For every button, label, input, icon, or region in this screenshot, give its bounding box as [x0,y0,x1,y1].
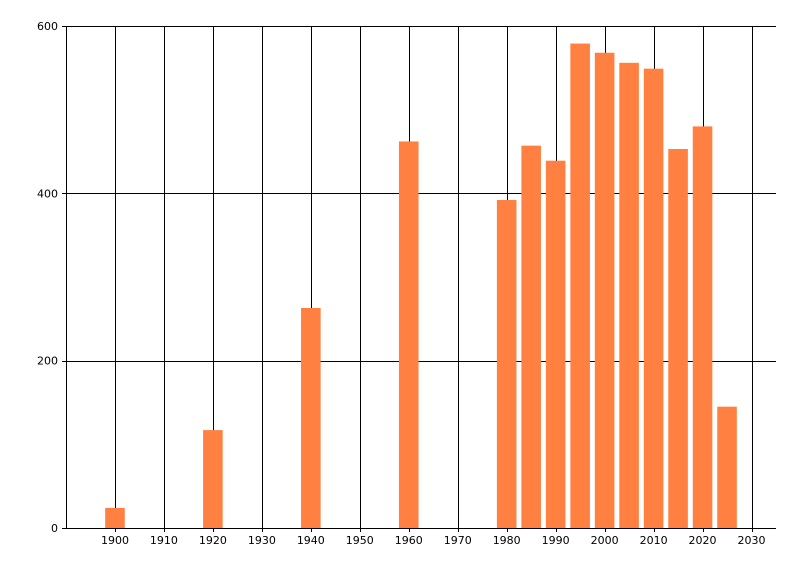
bar-2020 [692,126,713,529]
bar-1980 [496,200,517,528]
tick-labels-layer: 1900 1910 1920 1930 1940 1950 1960 1970 1980 1990… [37,20,766,547]
bar-1990 [545,160,566,528]
x-tick-label-1980: 1980 [493,534,521,547]
bar-1985 [521,145,541,529]
x-tick-label-1920: 1920 [199,534,227,547]
bar-2025 [717,406,737,528]
bar-1900 [105,507,125,528]
axis-layer [66,26,776,529]
bar-1920 [203,430,223,528]
x-tick-label-1930: 1930 [248,534,276,547]
x-tick-label-1950: 1950 [346,534,374,547]
bar-2000 [594,52,615,528]
bar-2010 [643,68,664,529]
x-tick-label-2030: 2030 [738,534,766,547]
bar-1940 [301,307,321,528]
x-tick-label-1970: 1970 [444,534,472,547]
y-tick-label-0: 0 [51,522,58,535]
bar-2015 [668,148,688,529]
bars-layer [105,43,737,529]
y-tick-label-200: 200 [37,355,58,368]
x-tick-label-2000: 2000 [591,534,619,547]
x-tick-label-1940: 1940 [297,534,325,547]
x-tick-label-2020: 2020 [689,534,717,547]
bar-1960 [398,141,419,528]
x-tick-label-1990: 1990 [542,534,570,547]
bar-2005 [619,62,639,529]
x-tick-label-1960: 1960 [395,534,423,547]
x-tick-label-1910: 1910 [150,534,178,547]
x-tick-label-2010: 2010 [640,534,668,547]
bar-1995 [570,43,590,528]
x-tick-label-1900: 1900 [101,534,129,547]
y-tick-label-600: 600 [37,20,58,33]
y-tick-label-400: 400 [37,187,58,200]
